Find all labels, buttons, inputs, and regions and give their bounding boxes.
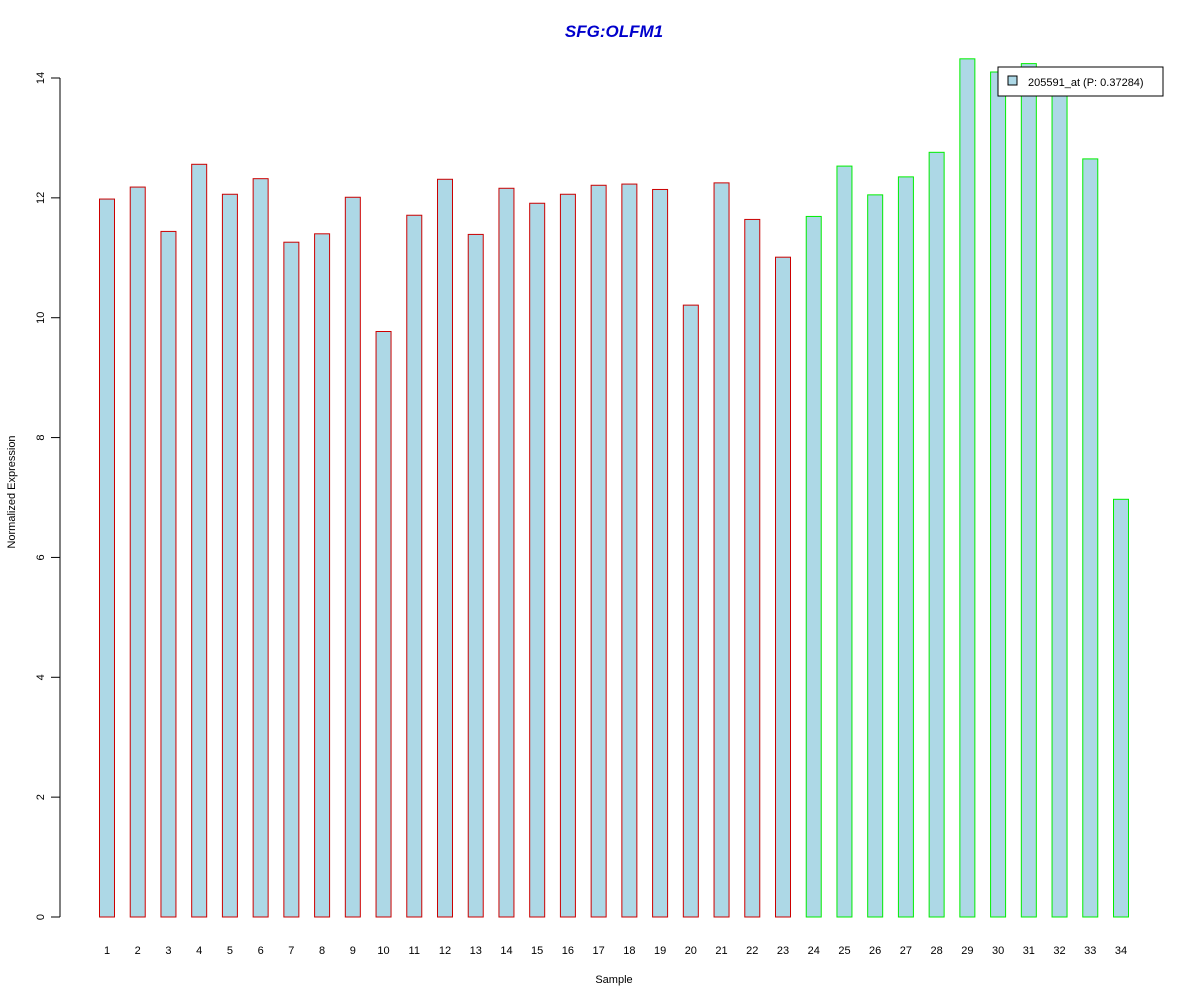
y-tick-label: 6 (35, 554, 47, 560)
x-tick-label: 34 (1115, 945, 1127, 957)
x-tick-label: 7 (288, 945, 294, 957)
y-tick-label: 12 (35, 192, 47, 204)
bars (99, 58, 1129, 918)
bar-sample-26 (867, 194, 884, 918)
x-tick-label: 25 (838, 945, 850, 957)
x-tick-label: 19 (654, 945, 666, 957)
x-tick-label: 30 (992, 945, 1004, 957)
x-tick-label: 17 (593, 945, 605, 957)
bar-sample-30 (990, 71, 1007, 918)
y-tick-label: 0 (35, 914, 47, 920)
x-tick-label: 31 (1023, 945, 1035, 957)
legend-swatch (1007, 75, 1018, 86)
bar-sample-23 (775, 256, 791, 918)
x-tick-label: 26 (869, 945, 881, 957)
x-tick-label: 11 (409, 945, 420, 957)
bar-sample-1 (99, 198, 115, 918)
legend-box (997, 66, 1164, 97)
x-tick-label: 24 (808, 945, 820, 957)
bar-sample-5 (221, 193, 238, 918)
x-tick-label: 18 (623, 945, 635, 957)
bar-sample-2 (129, 186, 146, 918)
x-tick-label: 29 (961, 945, 973, 957)
x-tick-labels: 1 2 3 4 5 6 7 8 9 10 11 12 13 14 15 16 17 18 19 20 21 22 23 24 2… (104, 945, 1127, 957)
y-tick-label: 2 (35, 794, 47, 800)
bar-sample-21 (713, 182, 730, 918)
y-tick-label: 8 (35, 435, 47, 441)
x-tick-label: 22 (746, 945, 758, 957)
y-tick-label: 4 (35, 674, 47, 680)
bar-sample-27 (897, 176, 914, 918)
bar-sample-6 (252, 178, 269, 918)
legend: 205591_at (P: 0.37284) (997, 66, 1164, 97)
x-tick-label: 4 (196, 945, 202, 957)
bar-sample-11 (406, 214, 423, 918)
x-tick-label: 10 (377, 945, 389, 957)
bar-sample-28 (928, 151, 945, 918)
bar-sample-32 (1051, 88, 1068, 918)
bar-sample-4 (191, 163, 208, 918)
bar-sample-34 (1113, 498, 1129, 918)
x-tick-label: 21 (715, 945, 727, 957)
x-tick-label: 16 (562, 945, 574, 957)
x-tick-label: 28 (931, 945, 943, 957)
bar-sample-13 (467, 233, 484, 918)
bar-sample-9 (344, 196, 361, 918)
bar-sample-10 (375, 330, 392, 918)
y-tick-label: 10 (35, 312, 47, 324)
bar-sample-29 (959, 58, 976, 918)
bar-sample-12 (437, 178, 453, 918)
bar-sample-18 (621, 183, 638, 918)
bar-sample-31 (1020, 63, 1037, 918)
bar-sample-3 (160, 230, 177, 918)
bar-sample-25 (836, 165, 853, 918)
x-tick-label: 12 (439, 945, 451, 957)
x-tick-label: 6 (258, 945, 264, 957)
bar-sample-24 (805, 215, 822, 918)
x-tick-label: 9 (350, 945, 356, 957)
x-tick-label: 2 (135, 945, 141, 957)
x-tick-label: 13 (470, 945, 482, 957)
x-tick-label: 33 (1084, 945, 1096, 957)
bar-sample-15 (529, 202, 546, 918)
bar-sample-22 (744, 218, 761, 918)
chart-title: SFG:OLFM1 (565, 22, 663, 41)
x-tick-label: 5 (227, 945, 233, 957)
x-tick-label: 20 (685, 945, 697, 957)
x-tick-label: 14 (500, 945, 512, 957)
bar-sample-33 (1082, 158, 1099, 918)
x-tick-label: 1 (104, 945, 110, 957)
bar-sample-14 (498, 187, 515, 918)
x-tick-label: 32 (1053, 945, 1065, 957)
x-tick-label: 8 (319, 945, 325, 957)
bar-sample-20 (682, 304, 699, 918)
y-axis-label: Normalized Expression (6, 435, 18, 548)
bar-sample-16 (559, 193, 576, 918)
bar-sample-17 (590, 184, 607, 918)
bar-sample-19 (652, 188, 669, 918)
y-axis: 0 2 4 6 8 10 12 14 (35, 72, 61, 920)
bar-sample-7 (283, 241, 300, 918)
x-axis-label: Sample (595, 974, 632, 986)
x-tick-label: 23 (777, 945, 789, 957)
y-tick-label: 14 (35, 72, 47, 84)
x-tick-label: 27 (900, 945, 912, 957)
legend-label: 205591_at (P: 0.37284) (1028, 77, 1144, 89)
bar-sample-8 (314, 233, 331, 918)
x-tick-label: 15 (531, 945, 543, 957)
x-tick-label: 3 (165, 945, 171, 957)
